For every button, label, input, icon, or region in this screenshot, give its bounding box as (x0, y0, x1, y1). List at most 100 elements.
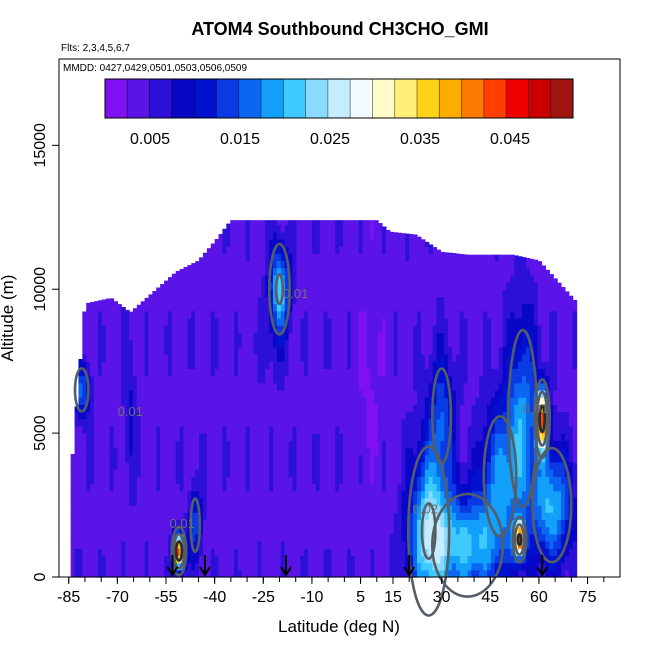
heatmap-cell (315, 310, 321, 319)
heatmap-cell (249, 339, 255, 348)
heatmap-cell (350, 505, 356, 513)
heatmap-cell (323, 361, 329, 369)
heatmap-cell (261, 318, 266, 326)
heatmap-cell (276, 267, 282, 276)
heatmap-cell (90, 389, 95, 398)
heatmap-cell (164, 461, 169, 470)
heatmap-cell (483, 555, 488, 564)
heatmap-cell (230, 476, 235, 485)
heatmap-cell (257, 447, 262, 456)
heatmap-cell (327, 238, 332, 247)
heatmap-cell (366, 548, 371, 557)
heatmap-cell (401, 260, 406, 269)
heatmap-cell (327, 231, 332, 240)
heatmap-cell (385, 433, 391, 441)
heatmap-cell (378, 267, 383, 276)
heatmap-cell (222, 238, 227, 247)
heatmap-cell (273, 562, 278, 571)
heatmap-cell (304, 253, 309, 262)
heatmap-cell (140, 447, 146, 456)
heatmap-cell (97, 389, 103, 398)
heatmap-cell (436, 382, 441, 391)
heatmap-cell (350, 368, 356, 377)
heatmap-cell (230, 433, 235, 441)
heatmap-cell (257, 418, 262, 427)
heatmap-cell (444, 332, 449, 341)
heatmap-cell (214, 425, 220, 434)
heatmap-cell (238, 548, 243, 557)
heatmap-cell (167, 382, 173, 391)
heatmap-cell (265, 440, 270, 449)
heatmap-cell (280, 555, 286, 564)
heatmap-cell (136, 310, 142, 319)
heatmap-cell (374, 469, 379, 477)
heatmap-cell (140, 476, 146, 485)
heatmap-cell (436, 490, 441, 499)
heatmap-cell (471, 325, 476, 333)
heatmap-cell (121, 569, 126, 578)
heatmap-cell (452, 433, 457, 441)
heatmap-cell (94, 562, 99, 571)
heatmap-cell (323, 562, 329, 571)
heatmap-cell (269, 555, 274, 564)
heatmap-cell (413, 361, 418, 369)
heatmap-cell (331, 569, 336, 578)
heatmap-cell (280, 375, 286, 384)
heatmap-cell (343, 375, 348, 384)
heatmap-cell (245, 519, 251, 528)
heatmap-cell (148, 375, 153, 384)
heatmap-cell (405, 461, 410, 470)
heatmap-cell (195, 346, 200, 355)
heatmap-cell (459, 555, 465, 564)
heatmap-cell (125, 368, 130, 377)
heatmap-cell (490, 433, 496, 441)
heatmap-cell (354, 497, 360, 506)
heatmap-cell (417, 282, 422, 290)
heatmap-cell (339, 282, 344, 290)
heatmap-cell (90, 447, 95, 456)
heatmap-cell (385, 425, 391, 434)
heatmap-cell (171, 353, 177, 362)
heatmap-cell (385, 461, 391, 470)
heatmap-cell (74, 406, 80, 413)
heatmap-cell (191, 318, 196, 326)
heatmap-cell (210, 555, 216, 564)
heatmap-cell (350, 325, 356, 333)
heatmap-cell (90, 353, 95, 362)
heatmap-cell (428, 569, 434, 578)
heatmap-cell (171, 497, 177, 506)
heatmap-cell (389, 505, 395, 513)
heatmap-cell (300, 461, 305, 470)
heatmap-cell (424, 562, 430, 571)
heatmap-cell (444, 325, 449, 333)
heatmap-cell (315, 555, 321, 564)
heatmap-cell (436, 497, 441, 506)
heatmap-cell (156, 361, 161, 369)
heatmap-cell (214, 246, 220, 254)
heatmap-cell (125, 418, 130, 427)
heatmap-cell (202, 368, 208, 377)
heatmap-cell (140, 461, 146, 470)
heatmap-cell (444, 541, 449, 549)
heatmap-cell (432, 260, 438, 269)
heatmap-cell (479, 519, 484, 528)
heatmap-cell (121, 469, 126, 477)
heatmap-cell (218, 490, 224, 499)
heatmap-cell (164, 548, 169, 557)
heatmap-cell (292, 562, 297, 571)
heatmap-cell (444, 361, 449, 369)
heatmap-cell (109, 483, 115, 492)
heatmap-cell (121, 397, 126, 405)
heatmap-cell (343, 411, 348, 420)
heatmap-cell (483, 361, 488, 369)
heatmap-cell (448, 346, 453, 355)
heatmap-cell (308, 454, 313, 463)
heatmap-cell (428, 244, 434, 247)
heatmap-cell (284, 519, 290, 528)
heatmap-cell (238, 220, 243, 226)
heatmap-cell (214, 318, 220, 326)
heatmap-cell (424, 418, 430, 427)
heatmap-cell (74, 454, 80, 463)
heatmap-cell (350, 483, 356, 492)
heatmap-cell (401, 332, 406, 341)
